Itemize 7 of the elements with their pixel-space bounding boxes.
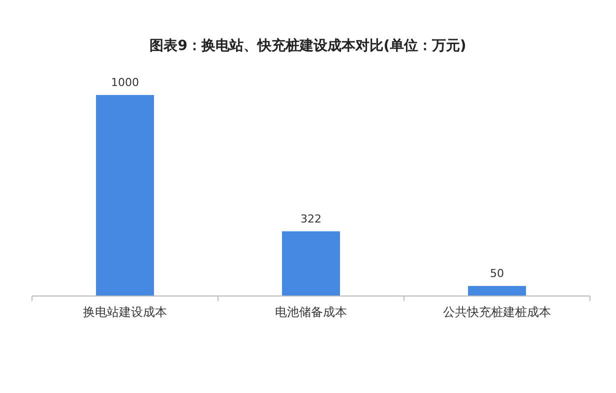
- x-tick-label: 换电站建设成本: [83, 305, 167, 319]
- x-tick-label: 电池储备成本: [275, 305, 347, 319]
- chart-title: 图表9：换电站、快充桩建设成本对比(单位：万元): [150, 37, 466, 54]
- data-label: 1000: [111, 76, 139, 89]
- x-tick-label: 公共快充桩建桩成本: [443, 305, 551, 319]
- data-label: 322: [300, 212, 322, 226]
- data-label: 50: [490, 266, 504, 280]
